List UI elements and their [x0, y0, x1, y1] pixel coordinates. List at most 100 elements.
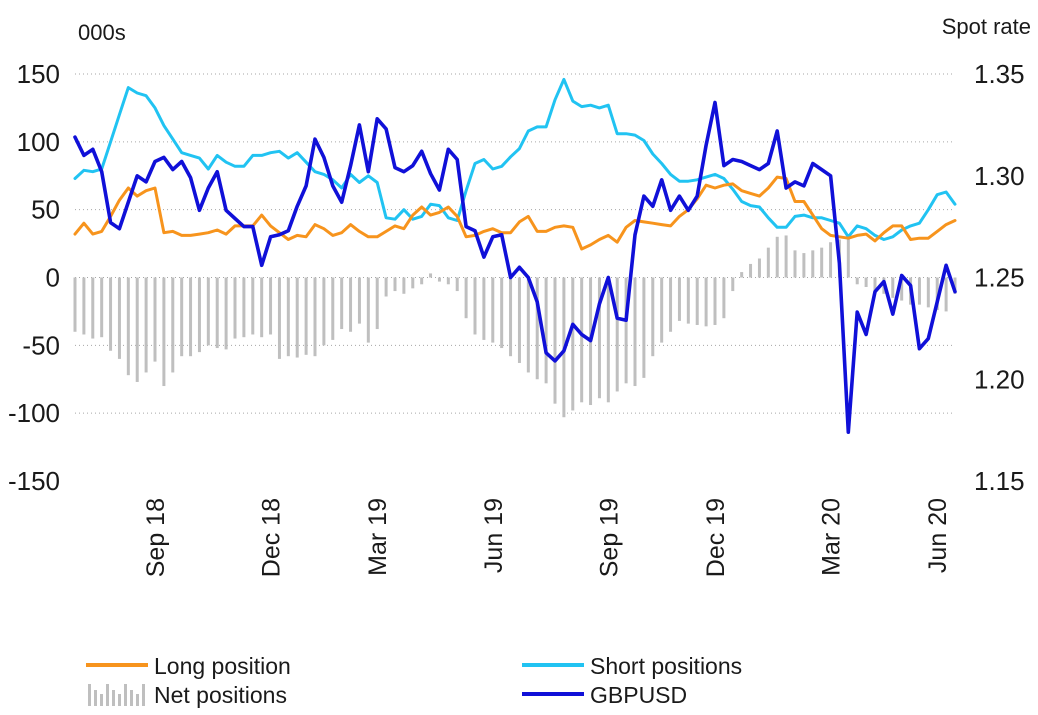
- net-position-bar: [535, 277, 539, 380]
- net-position-bar: [855, 277, 859, 285]
- net-position-bar: [162, 277, 166, 387]
- legend-item: Short positions: [522, 653, 742, 679]
- net-position-bar: [91, 277, 95, 339]
- right-axis-ticks: 1.35 1.30 1.25 1.20 1.15: [974, 59, 1025, 496]
- right-tick-label: 1.30: [974, 161, 1025, 191]
- net-position-bar: [500, 277, 504, 349]
- net-position-bar: [144, 277, 148, 373]
- net-position-bar: [135, 277, 139, 382]
- net-position-bar: [820, 247, 824, 278]
- net-position-bar: [180, 277, 184, 357]
- net-position-bar: [651, 277, 655, 357]
- net-position-bar: [891, 277, 895, 298]
- right-tick-label: 1.20: [974, 364, 1025, 394]
- net-position-bar: [437, 277, 441, 282]
- net-position-bar: [349, 277, 353, 332]
- net-position-bar: [420, 277, 424, 285]
- net-position-bar: [695, 277, 699, 325]
- net-position-bar: [802, 253, 806, 278]
- net-position-bar: [286, 277, 290, 357]
- net-position-bar: [544, 277, 548, 384]
- net-position-bar: [100, 277, 104, 338]
- net-position-bar: [509, 277, 513, 357]
- net-position-bar: [731, 277, 735, 292]
- legend-item: Long position: [86, 653, 291, 679]
- net-position-bar: [713, 277, 717, 325]
- right-tick-label: 1.35: [974, 59, 1025, 89]
- net-position-bar: [269, 277, 273, 335]
- net-position-bar: [873, 277, 877, 292]
- net-position-bar: [953, 277, 957, 294]
- legend-swatch-bar: [94, 690, 97, 706]
- net-position-bar: [366, 277, 370, 343]
- net-position-bar: [526, 277, 530, 373]
- net-position-bar: [669, 277, 673, 332]
- net-position-bar: [242, 277, 246, 338]
- net-position-bar: [553, 277, 557, 404]
- left-axis-ticks: 150 100 50 0 -50 -100 -150: [8, 59, 60, 496]
- net-position-bar: [740, 272, 744, 278]
- legend-swatch-bar: [106, 684, 109, 706]
- right-axis-unit: Spot rate: [942, 14, 1031, 39]
- net-position-bar: [322, 277, 326, 346]
- net-position-bar: [82, 277, 86, 335]
- net-position-bar: [277, 277, 281, 359]
- net-position-bar: [642, 277, 646, 378]
- net-position-bar: [473, 277, 477, 335]
- x-tick-label: Jun 20: [924, 498, 952, 573]
- net-position-bar: [597, 277, 601, 399]
- right-tick-label: 1.15: [974, 466, 1025, 496]
- net-position-bar: [126, 277, 130, 376]
- net-position-bar: [455, 277, 459, 292]
- net-position-bar: [811, 250, 815, 278]
- series-line-gbpusd: [73, 100, 957, 435]
- legend-swatch-bar: [100, 694, 103, 706]
- net-position-bar: [429, 273, 433, 278]
- net-position-bar: [846, 236, 850, 278]
- net-position-bar: [304, 277, 308, 355]
- net-position-bar: [340, 277, 344, 330]
- left-tick-label: -150: [8, 466, 60, 496]
- net-position-bar: [944, 277, 948, 312]
- net-position-bar: [917, 277, 921, 305]
- legend-item: Net positions: [88, 682, 287, 708]
- legend-swatch-bar: [130, 690, 133, 706]
- net-position-bar: [402, 277, 406, 294]
- net-position-bar: [189, 277, 193, 357]
- right-tick-label: 1.25: [974, 263, 1025, 293]
- legend-swatch-bar: [136, 694, 139, 706]
- net-position-bar: [357, 277, 361, 324]
- net-position-bar: [153, 277, 157, 362]
- legend-label: GBPUSD: [590, 682, 687, 708]
- x-tick-label: Jun 19: [480, 498, 508, 573]
- net-position-bar: [517, 277, 521, 363]
- net-position-bar: [393, 277, 397, 292]
- net-position-bar: [117, 277, 121, 359]
- net-position-bar: [793, 250, 797, 278]
- left-tick-label: 150: [17, 59, 60, 89]
- legend-swatch-bar: [118, 694, 121, 706]
- legend-swatch-bar: [124, 684, 127, 706]
- net-position-bar: [375, 277, 379, 330]
- x-tick-label: Mar 20: [818, 498, 846, 576]
- net-position-bar: [73, 277, 77, 332]
- x-tick-label: Sep 19: [595, 498, 623, 577]
- net-position-bar: [677, 277, 681, 321]
- net-position-bar: [722, 277, 726, 319]
- net-position-bar: [926, 277, 930, 308]
- net-position-bar: [206, 277, 210, 346]
- net-position-bar: [766, 247, 770, 278]
- net-position-bar: [251, 277, 255, 335]
- net-position-bar: [313, 277, 317, 357]
- net-position-bar: [580, 277, 584, 403]
- net-position-bar: [384, 277, 388, 297]
- net-position-bar: [704, 277, 708, 327]
- series-line-short-positions: [73, 77, 957, 241]
- net-position-bar: [615, 277, 619, 392]
- net-position-bar: [686, 277, 690, 324]
- net-position-bar: [331, 277, 335, 340]
- net-position-bar: [171, 277, 175, 373]
- net-position-bar: [411, 277, 415, 289]
- net-position-bar: [446, 277, 450, 285]
